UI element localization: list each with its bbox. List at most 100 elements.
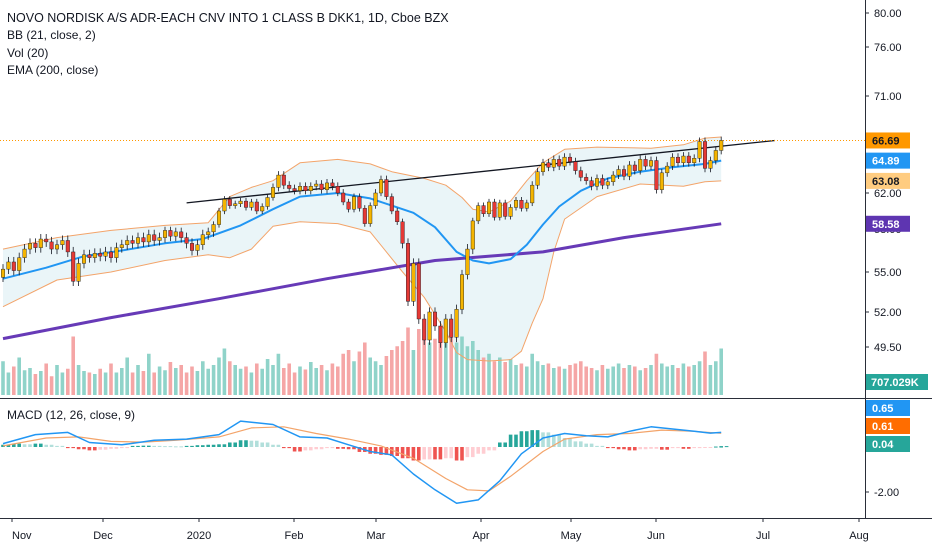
volume-bar bbox=[514, 365, 518, 395]
volume-bar bbox=[217, 357, 221, 395]
candle-body bbox=[44, 238, 49, 243]
candle bbox=[206, 227, 211, 240]
candle-body bbox=[103, 251, 108, 257]
volume-bar bbox=[611, 366, 615, 395]
candle-body bbox=[708, 160, 713, 169]
candle bbox=[476, 202, 481, 225]
macd-histogram-bar bbox=[487, 447, 491, 451]
volume-bar bbox=[660, 363, 664, 395]
macd-histogram-bar bbox=[39, 443, 43, 447]
macd-histogram-bar bbox=[201, 445, 205, 447]
volume-bar bbox=[298, 366, 302, 395]
macd-histogram-bar bbox=[546, 432, 551, 447]
price-tick-label: 49.50 bbox=[874, 342, 902, 354]
legend-ema[interactable]: EMA (200, close) bbox=[7, 62, 99, 77]
macd-histogram-bar bbox=[147, 445, 151, 447]
volume-bar bbox=[649, 365, 653, 395]
volume-bar bbox=[460, 336, 464, 395]
candle-body bbox=[551, 159, 556, 168]
volume-bar bbox=[346, 350, 351, 395]
macd-histogram-bar bbox=[589, 443, 594, 447]
macd-tag-bg bbox=[866, 436, 910, 452]
candle-body bbox=[654, 160, 659, 190]
legend-bb[interactable]: BB (21, close, 2) bbox=[7, 28, 96, 43]
candle bbox=[605, 177, 610, 190]
candle bbox=[643, 155, 648, 171]
candle bbox=[276, 171, 281, 192]
candle-body bbox=[200, 234, 205, 245]
candle-body bbox=[17, 257, 22, 271]
candle-body bbox=[168, 230, 173, 237]
candle bbox=[519, 197, 524, 212]
candle-body bbox=[449, 318, 454, 338]
candle bbox=[470, 217, 475, 255]
volume-bar bbox=[249, 372, 254, 395]
candle-body bbox=[249, 201, 254, 208]
candle-body bbox=[206, 231, 211, 235]
candle-body bbox=[330, 182, 335, 187]
macd-histogram-bar bbox=[568, 438, 572, 447]
macd-histogram-bar bbox=[71, 447, 75, 449]
candle-body bbox=[519, 199, 524, 209]
volume-bar bbox=[503, 362, 507, 395]
legend-vol[interactable]: Vol (20) bbox=[7, 45, 49, 60]
volume-bar bbox=[130, 372, 135, 395]
macd-tag-label: 0.04 bbox=[872, 439, 894, 451]
volume-bar bbox=[244, 366, 248, 395]
candle bbox=[352, 193, 357, 213]
candle bbox=[6, 256, 11, 274]
volume-bar bbox=[708, 365, 713, 395]
candle bbox=[438, 321, 443, 348]
candle-body bbox=[514, 199, 519, 208]
macd-histogram-bar bbox=[292, 447, 297, 452]
candle-body bbox=[703, 141, 708, 169]
candle-body bbox=[676, 156, 681, 163]
volume-bar bbox=[552, 368, 556, 395]
candle-body bbox=[287, 184, 292, 189]
candle bbox=[162, 226, 167, 243]
volume-bar bbox=[681, 363, 686, 395]
macd-histogram-bar bbox=[114, 447, 119, 449]
volume-bar bbox=[643, 368, 648, 395]
candle-body bbox=[584, 177, 589, 181]
volume-bar bbox=[535, 361, 540, 395]
candle-body bbox=[476, 205, 481, 222]
candle-body bbox=[162, 230, 167, 238]
volume-bar bbox=[325, 370, 329, 395]
candle-body bbox=[465, 248, 470, 275]
candle-body bbox=[395, 210, 400, 223]
volume-bar bbox=[384, 356, 389, 395]
candle-body bbox=[303, 186, 308, 191]
macd-histogram-bar bbox=[665, 447, 669, 450]
macd-histogram-bar bbox=[276, 444, 281, 447]
volume-bar bbox=[12, 366, 16, 395]
volume-bar bbox=[276, 353, 281, 395]
candle-body bbox=[81, 254, 86, 264]
candle-body bbox=[422, 318, 427, 341]
candle-body bbox=[406, 243, 411, 302]
candle-body bbox=[114, 247, 119, 258]
time-tick-label: Jul bbox=[756, 530, 770, 542]
candle-body bbox=[686, 155, 691, 163]
volume-bar bbox=[336, 366, 340, 395]
volume-bar bbox=[1, 361, 5, 395]
volume-bar bbox=[568, 365, 572, 395]
macd-title[interactable]: MACD (12, 26, close, 9) bbox=[7, 408, 136, 422]
price-tick-label: 71.00 bbox=[874, 91, 902, 103]
volume-bar bbox=[76, 365, 81, 395]
volume-bar bbox=[379, 365, 383, 395]
macd-histogram-bar bbox=[724, 446, 729, 448]
candle bbox=[416, 258, 421, 324]
macd-histogram-bar bbox=[309, 447, 313, 451]
price-tag-bg bbox=[866, 172, 910, 189]
candle-body bbox=[281, 174, 286, 186]
candle bbox=[379, 175, 384, 197]
volume-bar bbox=[28, 368, 32, 395]
candle-body bbox=[595, 178, 600, 187]
macd-histogram-bar bbox=[6, 444, 11, 447]
candle bbox=[141, 232, 146, 247]
time-tick-label: 2020 bbox=[187, 530, 211, 542]
candle-body bbox=[49, 241, 54, 250]
candle-body bbox=[276, 174, 281, 188]
